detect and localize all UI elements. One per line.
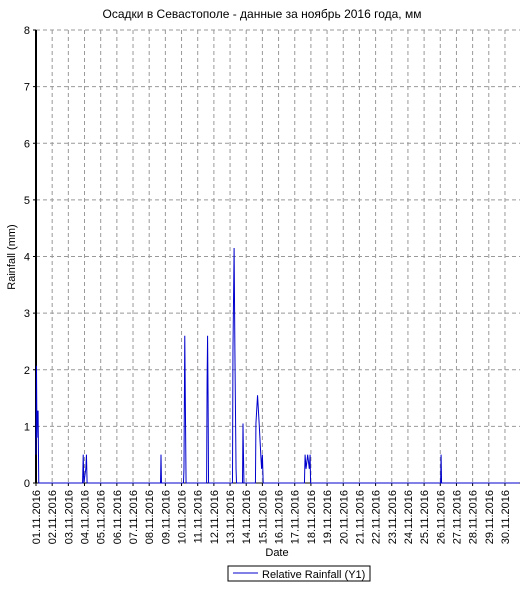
- x-tick-label: 09.11.2016: [160, 490, 172, 544]
- x-tick-label: 17.11.2016: [290, 490, 302, 544]
- x-tick-label: 16.11.2016: [274, 490, 286, 544]
- x-tick-label: 03.11.2016: [63, 490, 75, 544]
- x-tick-label: 27.11.2016: [451, 490, 463, 544]
- x-tick-label: 30.11.2016: [500, 490, 512, 544]
- y-tick-label: 5: [24, 195, 30, 207]
- y-tick-label: 4: [24, 252, 30, 264]
- x-tick-label: 23.11.2016: [387, 490, 399, 544]
- x-tick-label: 18.11.2016: [306, 490, 318, 544]
- data-line: [35, 248, 520, 484]
- x-tick-label: 25.11.2016: [419, 490, 431, 544]
- x-tick-label: 24.11.2016: [403, 490, 415, 544]
- x-tick-label: 12.11.2016: [209, 490, 221, 544]
- x-tick-label: 21.11.2016: [354, 490, 366, 544]
- x-tick-label: 26.11.2016: [435, 490, 447, 544]
- x-tick-label: 10.11.2016: [177, 490, 189, 544]
- y-tick-label: 0: [24, 478, 30, 490]
- x-tick-label: 29.11.2016: [484, 490, 496, 544]
- x-tick-label: 13.11.2016: [225, 490, 237, 544]
- x-tick-label: 19.11.2016: [322, 490, 334, 544]
- x-tick-label: 15.11.2016: [257, 490, 269, 544]
- x-tick-label: 07.11.2016: [128, 490, 140, 544]
- x-tick-label: 28.11.2016: [468, 490, 480, 544]
- x-tick-label: 05.11.2016: [96, 490, 108, 544]
- x-tick-label: 04.11.2016: [80, 490, 92, 544]
- legend-label: Relative Rainfall (Y1): [262, 569, 365, 581]
- y-tick-label: 8: [24, 25, 30, 37]
- chart-title: Осадки в Севастополе - данные за ноябрь …: [103, 7, 422, 21]
- x-tick-label: 08.11.2016: [144, 490, 156, 544]
- x-tick-label: 11.11.2016: [193, 490, 205, 543]
- y-tick-label: 7: [24, 82, 30, 94]
- x-tick-label: 22.11.2016: [371, 490, 383, 544]
- legend: [227, 565, 371, 582]
- y-tick-label: 6: [24, 138, 30, 150]
- y-tick-label: 1: [24, 421, 30, 433]
- x-tick-label: 02.11.2016: [47, 490, 59, 544]
- y-tick-label: 3: [24, 308, 30, 320]
- x-tick-label: 06.11.2016: [112, 490, 124, 544]
- y-axis-label: Rainfall (mm): [6, 224, 18, 289]
- x-tick-label: 01.11.2016: [31, 490, 43, 544]
- y-tick-label: 2: [24, 365, 30, 377]
- x-axis-label: Date: [265, 547, 288, 559]
- x-tick-label: 20.11.2016: [338, 490, 350, 544]
- x-tick-label: 14.11.2016: [241, 490, 253, 544]
